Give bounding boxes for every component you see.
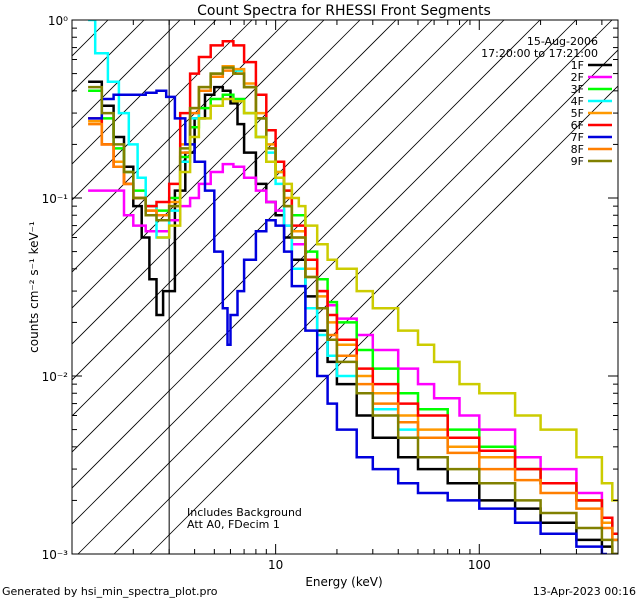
- series-line-7f: [88, 89, 607, 554]
- hatch-line: [72, 20, 217, 165]
- annotation-attenuator: Att A0, FDecim 1: [187, 518, 280, 531]
- x-tick-label: 100: [468, 558, 491, 572]
- hatch-line: [149, 85, 618, 554]
- hatch-line: [72, 20, 397, 345]
- hatch-region: [72, 20, 618, 554]
- plot-frame: [71, 19, 619, 555]
- y-axis-label: counts cm⁻² s⁻¹ keV⁻¹: [27, 221, 41, 353]
- legend-label: 5F: [571, 107, 584, 120]
- chart-title: Count Spectra for RHESSI Front Segments: [197, 3, 491, 19]
- x-axis-label: Energy (keV): [305, 575, 382, 589]
- y-tick-labels: 10⁰ 10⁻¹ 10⁻² 10⁻³: [42, 14, 69, 562]
- legend-time: 17:20:00 to 17:21:00: [481, 47, 598, 60]
- y-tick-label: 10⁰: [48, 14, 68, 28]
- footer-timestamp: 13-Apr-2023 00:16: [533, 585, 636, 598]
- series-group: [88, 20, 618, 554]
- hatch-line: [72, 20, 541, 489]
- legend-label: 6F: [571, 119, 584, 132]
- annotation-background: Includes Background: [187, 506, 302, 519]
- hatch-line: [72, 20, 361, 309]
- hatch-line: [72, 20, 577, 525]
- hatch-line: [72, 20, 505, 453]
- y-tick-label: 10⁻¹: [42, 192, 69, 206]
- legend-label: 1F: [571, 59, 584, 72]
- legend-date: 15-Aug-2006: [527, 35, 598, 48]
- legend-label: 2F: [571, 71, 584, 84]
- x-tick-label: 10: [268, 558, 283, 572]
- hatch-line: [72, 20, 325, 273]
- footer-generated-by: Generated by hsi_min_spectra_plot.pro: [2, 585, 218, 598]
- hatch-line: [113, 49, 618, 554]
- legend: 15-Aug-2006 17:20:00 to 17:21:00 1F2F3F4…: [481, 35, 612, 168]
- legend-label: 4F: [571, 95, 584, 108]
- hatch-line: [72, 20, 469, 417]
- hatch-line: [72, 20, 433, 381]
- series-line-6f: [88, 39, 618, 535]
- x-tick-labels: 10 100: [268, 558, 491, 572]
- legend-label: 7F: [571, 131, 584, 144]
- legend-label: 8F: [571, 143, 584, 156]
- series-line-yellow: [156, 97, 618, 502]
- legend-label: 9F: [571, 155, 584, 168]
- y-tick-label: 10⁻²: [42, 370, 69, 384]
- hatch-line: [72, 20, 253, 201]
- hatch-line: [77, 20, 613, 554]
- hatch-line: [72, 20, 181, 129]
- legend-label: 3F: [571, 83, 584, 96]
- y-tick-label: 10⁻³: [42, 548, 69, 562]
